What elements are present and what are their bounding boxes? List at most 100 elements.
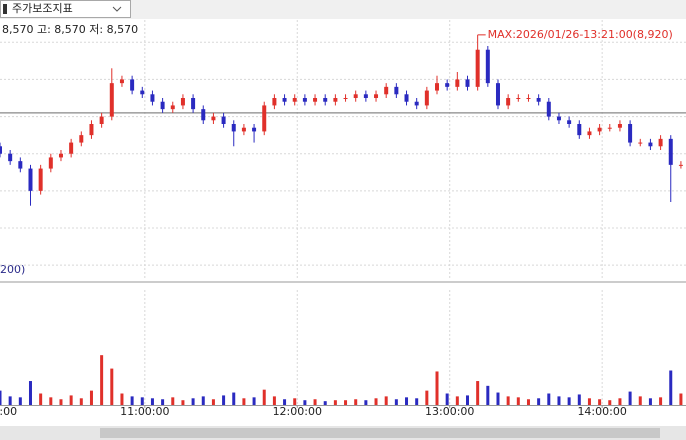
volume-bar	[59, 399, 63, 405]
scroll-thumb[interactable]	[100, 428, 660, 438]
candle-body	[221, 116, 226, 124]
volume-bar	[150, 398, 154, 405]
volume-bar	[69, 395, 73, 405]
candle-body	[8, 153, 13, 162]
candle-body	[38, 168, 43, 191]
volume-bar	[18, 397, 22, 405]
volume-bar	[659, 397, 663, 405]
volume-bar	[405, 397, 409, 405]
candle-body	[628, 124, 633, 143]
candle-body	[617, 124, 622, 128]
volume-bar	[435, 371, 439, 405]
x-tick-label: 13:00:00	[425, 405, 474, 418]
selector-icon	[3, 4, 7, 14]
candle-body	[160, 101, 165, 110]
volume-bar	[455, 396, 459, 405]
volume-bar	[618, 398, 622, 405]
volume-bar	[354, 399, 358, 405]
volume-bar	[394, 399, 398, 405]
volume-bar	[110, 368, 114, 405]
candle-body	[191, 98, 196, 110]
toolbar	[0, 0, 686, 19]
volume-bar	[669, 370, 673, 405]
candle-body	[658, 138, 663, 147]
volume-bar	[283, 399, 287, 405]
candle-body	[28, 168, 33, 191]
volume-bar	[252, 397, 256, 405]
selector-label: 주가보조지표	[12, 2, 73, 15]
candle-body	[109, 83, 114, 117]
candle-body	[252, 127, 257, 132]
volume-bar	[598, 399, 602, 405]
volume-bar	[333, 400, 337, 405]
volume-bar	[130, 396, 134, 405]
candle-body	[374, 94, 379, 98]
x-tick-label: 10:00:00	[0, 405, 17, 418]
volume-bar	[272, 396, 276, 405]
candle-body	[668, 138, 673, 165]
max-annotation: MAX:2026/01/26-13:21:00(8,920)	[488, 28, 673, 41]
volume-bar	[232, 392, 236, 405]
volume-bar	[303, 400, 307, 405]
candle-body	[282, 98, 287, 102]
volume-bar	[648, 398, 652, 405]
candle-body	[506, 98, 511, 106]
volume-bar	[39, 393, 43, 405]
volume-bar	[425, 390, 429, 405]
candle-body	[353, 94, 358, 98]
volume-bar	[415, 398, 419, 405]
candle-body	[69, 142, 74, 154]
x-tick-label: 14:00:00	[577, 405, 626, 418]
volume-bar	[100, 355, 104, 405]
candle-body	[536, 98, 541, 102]
volume-bar	[567, 397, 571, 405]
volume-bar	[445, 393, 449, 405]
volume-bar	[638, 396, 642, 405]
candle-body	[648, 142, 653, 147]
volume-bar	[49, 397, 53, 405]
volume-bar	[679, 393, 683, 405]
dropdown-chevron[interactable]	[112, 6, 122, 12]
candle-body	[455, 79, 460, 87]
candle-body	[323, 98, 328, 102]
indicator-selector[interactable]	[0, 0, 131, 18]
volume-bar	[313, 399, 317, 405]
volume-bar	[526, 399, 530, 405]
candle-body	[140, 90, 145, 95]
volume-bar	[506, 396, 510, 405]
price-info: 8,570 고: 8,570 저: 8,570	[2, 23, 138, 36]
candle-body	[597, 127, 602, 132]
indicator-label: 200)	[0, 263, 25, 276]
candle-body	[231, 124, 236, 132]
volume-bar	[547, 393, 551, 405]
candle-body	[465, 79, 470, 87]
candle-body	[48, 157, 53, 169]
candle-body	[79, 135, 84, 143]
volume-bar	[364, 400, 368, 405]
candle-body	[526, 98, 531, 99]
candle-body	[587, 131, 592, 136]
volume-bar	[557, 396, 561, 405]
volume-bar	[181, 400, 185, 405]
candle-body	[343, 98, 348, 99]
volume-bar	[211, 399, 215, 405]
volume-bar	[191, 398, 195, 405]
candle-body	[99, 116, 104, 124]
candle-body	[180, 98, 185, 106]
candle-body	[302, 98, 307, 102]
volume-bar	[537, 398, 541, 405]
candle-body	[363, 94, 368, 98]
volume-bar	[8, 396, 12, 405]
volume-bar	[516, 397, 520, 405]
candle-body	[89, 124, 94, 136]
candle-body	[201, 109, 206, 121]
candle-body	[262, 105, 267, 132]
candle-body	[577, 124, 582, 136]
volume-bar	[222, 395, 226, 405]
candle-body	[445, 83, 450, 87]
candle-body	[384, 86, 389, 95]
volume-bar	[171, 397, 175, 405]
